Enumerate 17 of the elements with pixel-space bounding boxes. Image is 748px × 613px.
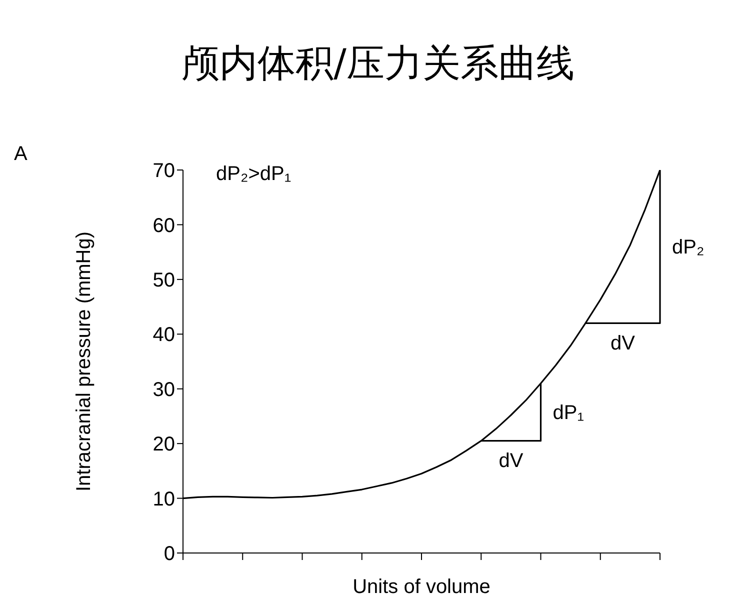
annotation: dV — [610, 332, 636, 354]
text: A — [14, 143, 28, 166]
y-axis-title: Intracranial pressure (mmHg) — [73, 231, 96, 492]
annotation: dP₁ — [552, 402, 584, 424]
y-tick-label: 10 — [152, 488, 175, 510]
x-axis-title: Units of volume — [352, 576, 490, 598]
text: dP₂ — [672, 236, 704, 259]
annotation: dV — [498, 450, 524, 472]
y-tick-label: 70 — [152, 160, 175, 182]
y-tick-label: 40 — [152, 324, 175, 346]
y-tick-label: 60 — [152, 214, 175, 237]
y-tick-label: 0 — [164, 543, 175, 566]
y-tick-label: 20 — [152, 434, 175, 456]
chart-title: 颅内体积/压力关系曲线 — [180, 40, 576, 86]
y-tick-label: 50 — [152, 270, 175, 292]
y-tick-label: 30 — [152, 378, 175, 401]
annotation: dP₂>dP₁ — [216, 163, 292, 186]
